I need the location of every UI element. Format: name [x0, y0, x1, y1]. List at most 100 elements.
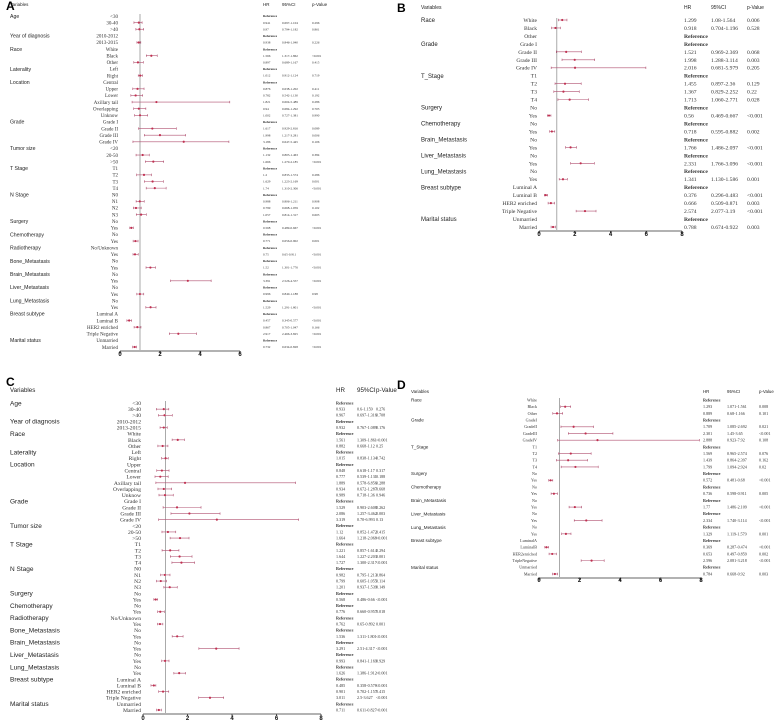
- ci-value: 0.598-0.911: [727, 491, 747, 496]
- level-n-stage-n0: N0: [134, 567, 141, 573]
- level-tumor-size-20: <20: [110, 147, 118, 152]
- x-tick-label: 6: [238, 352, 242, 358]
- hr-point: [164, 457, 167, 460]
- ci-value: 0.704-1.196: [711, 26, 738, 32]
- level-race-white: White: [106, 48, 119, 53]
- hr-value: 2.888: [703, 438, 712, 443]
- p-value: 0.908: [312, 200, 320, 204]
- level-grade-gradeiv: GradeIV: [523, 438, 537, 443]
- hr-point: [564, 405, 567, 408]
- ci-value: 0.702-1.157: [357, 689, 377, 694]
- variable-breast-subtype: Breast subtype: [10, 677, 54, 684]
- hr-point: [596, 439, 599, 442]
- p-value: 0.076: [759, 451, 768, 456]
- level-lung-metastasis-no: No: [530, 169, 537, 175]
- hr-value: 2.917: [263, 332, 271, 336]
- p-value: 0.162: [759, 458, 768, 463]
- level-t-stage-t2: T2: [532, 451, 537, 456]
- panel-a: A Variables HR 95%CI p-Value Age <30 Reference 3…: [0, 0, 389, 362]
- ci-value: 2.526-4.557: [282, 279, 298, 283]
- hr-point: [149, 306, 152, 309]
- hr-value: Reference: [336, 462, 354, 467]
- header-hr: HR: [263, 2, 270, 7]
- level-t-stage-t1: T1: [112, 167, 118, 172]
- level-radiotherapy-no-unknown: No/Unknown: [111, 616, 142, 622]
- variable-marital-status: Marital status: [411, 565, 439, 570]
- level-marital-status-unmarried: Unmarried: [96, 339, 118, 344]
- p-value: 0.22: [747, 90, 757, 96]
- level-grade-gradei: GradeI: [526, 418, 538, 423]
- x-tick-label: 4: [230, 716, 234, 722]
- ci-value: 0.486-0.66: [357, 597, 375, 602]
- level-race-other: Other: [128, 444, 141, 450]
- hr-value: 1.998: [263, 133, 271, 137]
- hr-value: 1.12: [336, 529, 343, 534]
- p-value: 0.286: [312, 100, 320, 104]
- level-age-30-40: 30-40: [128, 407, 141, 413]
- p-value: <0.001: [376, 560, 388, 565]
- hr-value: Reference: [703, 538, 721, 543]
- hr-point: [159, 475, 162, 478]
- level-breast-subtype-luminal-a: Luminal A: [96, 313, 118, 318]
- p-value: <0.001: [759, 505, 771, 510]
- hr-point: [151, 127, 154, 130]
- ci-value: 0.65-0.911: [282, 252, 297, 256]
- hr-value: 2.301: [703, 431, 712, 436]
- ci-value: 0.489-0.667: [282, 226, 298, 230]
- variable-laterality: Laterality: [10, 67, 31, 73]
- p-value: <0.001: [747, 145, 763, 151]
- ci-value: 2.081-3.218: [727, 558, 747, 563]
- header-p-value: p-Value: [376, 387, 397, 394]
- ci-value: 0.660-0.957: [357, 609, 377, 614]
- hr-point: [162, 487, 165, 491]
- level-age-30: <30: [132, 401, 141, 407]
- ci-value: 0.767-1.089: [357, 425, 377, 430]
- level-n-stage-n2: N2: [112, 207, 119, 212]
- hr-point: [182, 140, 185, 143]
- variable-liver-metastasis: Liver_Metastasis: [411, 511, 446, 516]
- level-surgery-yes: Yes: [531, 478, 537, 483]
- hr-point: [208, 696, 212, 699]
- level-brain-metastasis-no: No: [112, 273, 119, 278]
- x-tick-label: 6: [659, 578, 663, 584]
- ci-value: 0.604-5.489: [282, 100, 298, 104]
- hr-point: [565, 50, 568, 53]
- hr-value: 1.221: [336, 548, 345, 553]
- p-value: <0.001: [312, 54, 322, 58]
- hr-value: 2.596: [703, 558, 712, 563]
- variable-lung-metastasis: Lung_Metastasis: [10, 298, 50, 304]
- hr-value: Reference: [263, 67, 278, 71]
- p-value: 0.668: [376, 486, 385, 491]
- hr-value: Reference: [684, 34, 708, 40]
- hr-value: 1.727: [336, 560, 345, 565]
- variable-radiotherapy: Radiotherapy: [10, 246, 41, 252]
- variable-surgery: Surgery: [411, 471, 428, 476]
- p-value: 0.005: [759, 491, 768, 496]
- level-location-axillary-tail: Axillary tail: [114, 481, 142, 487]
- ci-value: 0.846-1.040: [282, 41, 298, 45]
- hr-value: 0.938: [263, 41, 271, 45]
- hr-value: 1.77: [703, 505, 710, 510]
- level-bone-metastasis-yes: Yes: [133, 634, 141, 640]
- level-liver-metastasis-no: No: [112, 286, 119, 291]
- level-chemotherapy-yes: Yes: [529, 129, 537, 135]
- hr-value: 2.334: [703, 518, 712, 523]
- hr-point: [150, 54, 153, 57]
- hr-point: [551, 552, 554, 556]
- hr-point: [168, 586, 171, 589]
- hr-value: 0.941: [263, 21, 271, 25]
- hr-value: 1.299: [684, 18, 697, 24]
- hr-value: Reference: [703, 511, 721, 516]
- hr-point: [552, 492, 556, 495]
- p-value: 0.415: [376, 529, 385, 534]
- hr-value: 0.666: [684, 201, 697, 207]
- hr-point: [134, 239, 137, 243]
- level-n-stage-n0: N0: [112, 193, 119, 198]
- hr-value: 0.996: [263, 292, 271, 296]
- hr-value: 1.889: [336, 480, 345, 485]
- level-tumor-size-50: >50: [110, 160, 118, 165]
- ci-value: 1.085-2.692: [727, 424, 747, 429]
- variable-marital-status: Marital status: [10, 701, 49, 708]
- x-tick-label: 4: [198, 352, 202, 358]
